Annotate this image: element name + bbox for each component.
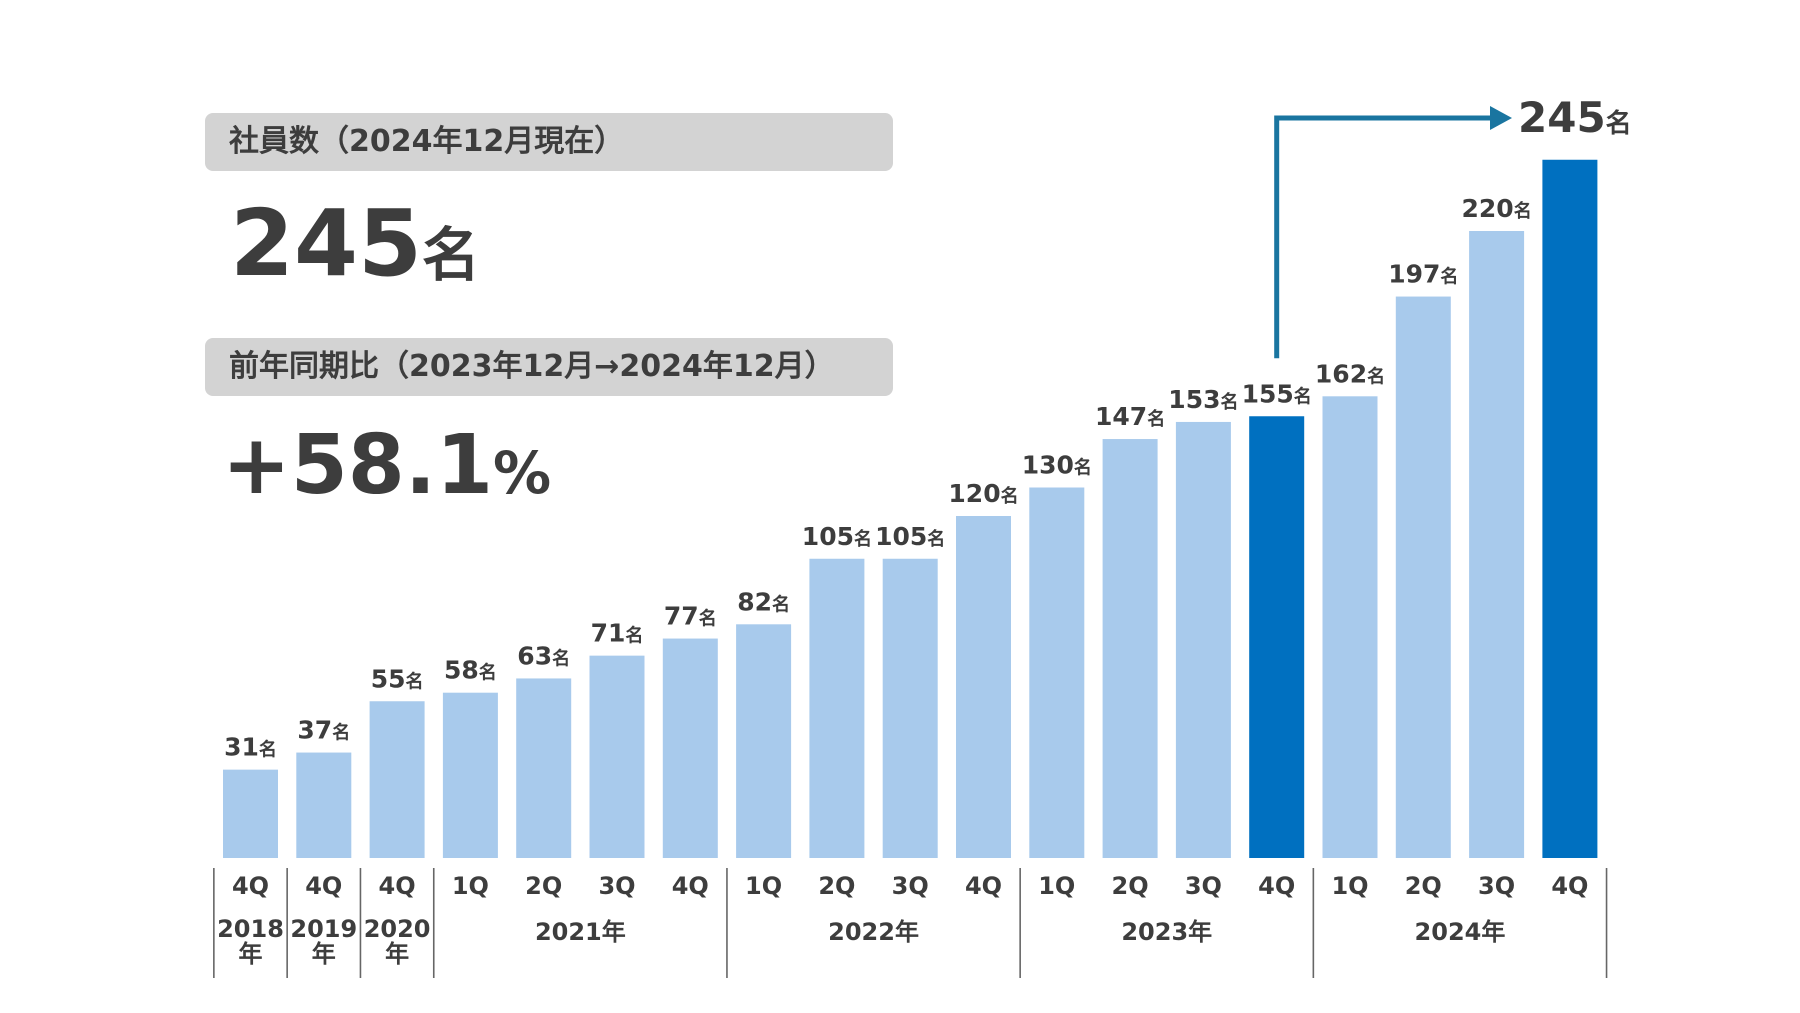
tick-label: 2Q — [1112, 872, 1149, 900]
bar — [1322, 396, 1378, 858]
bar — [736, 624, 792, 858]
bar — [1469, 231, 1525, 858]
growth-unit: % — [493, 439, 552, 507]
tick-label: 3Q — [598, 872, 635, 900]
growth-value: +58.1% — [222, 418, 551, 513]
bar-value-label: 155名 — [1242, 379, 1312, 408]
tick-label: 1Q — [452, 872, 489, 900]
bar — [516, 678, 572, 858]
tick-label: 4Q — [672, 872, 709, 900]
year-label-suffix: 年 — [385, 940, 409, 968]
bar — [882, 558, 938, 858]
bar-value-label: 153名 — [1168, 385, 1238, 414]
tick-label: 2Q — [1405, 872, 1442, 900]
bar-value-label: 120名 — [948, 479, 1018, 508]
year-label-suffix: 年 — [312, 940, 336, 968]
tick-label: 4Q — [1551, 872, 1588, 900]
growth-label: 前年同期比（2023年12月→2024年12月） — [205, 338, 893, 396]
bar-value-label: 55名 — [371, 664, 424, 693]
bar-value-label: 197名 — [1388, 260, 1458, 289]
bar-value-label: 105名 — [875, 522, 945, 551]
bar — [223, 769, 278, 858]
year-label: 2020 — [364, 915, 431, 943]
tick-label: 4Q — [379, 872, 416, 900]
bar-value-label: 105名 — [802, 522, 872, 551]
headcount-label: 社員数（2024年12月現在） — [205, 113, 893, 171]
tick-label: 1Q — [1331, 872, 1368, 900]
year-label: 2023年 — [1121, 918, 1212, 946]
bar — [369, 701, 425, 858]
bar — [662, 638, 718, 858]
bar — [442, 692, 498, 858]
bar-value-label: 162名 — [1315, 359, 1385, 388]
year-label-suffix: 年 — [239, 940, 263, 968]
tick-label: 3Q — [892, 872, 929, 900]
bar — [956, 516, 1011, 858]
year-label: 2021年 — [535, 918, 626, 946]
bar-value-label: 63名 — [517, 641, 570, 670]
bar — [296, 752, 352, 858]
tick-label: 3Q — [1185, 872, 1222, 900]
year-label: 2019 — [290, 915, 357, 943]
arrow-head — [1490, 106, 1512, 130]
bar-value-label: 31名 — [224, 733, 277, 762]
bar-value-label: 82名 — [737, 587, 790, 616]
tick-label: 4Q — [232, 872, 269, 900]
tick-label: 3Q — [1478, 872, 1515, 900]
bar — [1029, 487, 1085, 858]
bar-value-label: 58名 — [444, 656, 497, 685]
tick-label: 1Q — [1038, 872, 1075, 900]
tick-label: 4Q — [1258, 872, 1295, 900]
tick-label: 1Q — [745, 872, 782, 900]
tick-label: 2Q — [525, 872, 562, 900]
bar — [1175, 421, 1231, 858]
bar-value-label: 71名 — [591, 619, 644, 648]
headcount-number: 245 — [230, 190, 423, 297]
tick-label: 4Q — [305, 872, 342, 900]
headcount-value: 245名 — [230, 190, 480, 297]
growth-number: +58.1 — [222, 418, 494, 513]
bar — [809, 558, 865, 858]
bar — [1249, 416, 1305, 858]
year-label: 2024年 — [1415, 918, 1506, 946]
year-label: 2018 — [217, 915, 284, 943]
bar — [589, 655, 645, 858]
bar-value-label: 77名 — [664, 602, 717, 631]
growth-arrow — [1274, 115, 1492, 359]
bar-value-label: 37名 — [297, 716, 350, 745]
annotation-value-label: 245名 — [1518, 93, 1632, 142]
bar-value-label: 220名 — [1462, 194, 1532, 223]
bar-value-label: 147名 — [1095, 402, 1165, 431]
bar — [1395, 296, 1451, 858]
tick-label: 4Q — [965, 872, 1002, 900]
headcount-unit: 名 — [422, 221, 481, 289]
bar-value-label: 130名 — [1022, 451, 1092, 480]
bar — [1102, 439, 1158, 858]
bar — [1542, 159, 1598, 858]
tick-label: 2Q — [818, 872, 855, 900]
year-label: 2022年 — [828, 918, 919, 946]
